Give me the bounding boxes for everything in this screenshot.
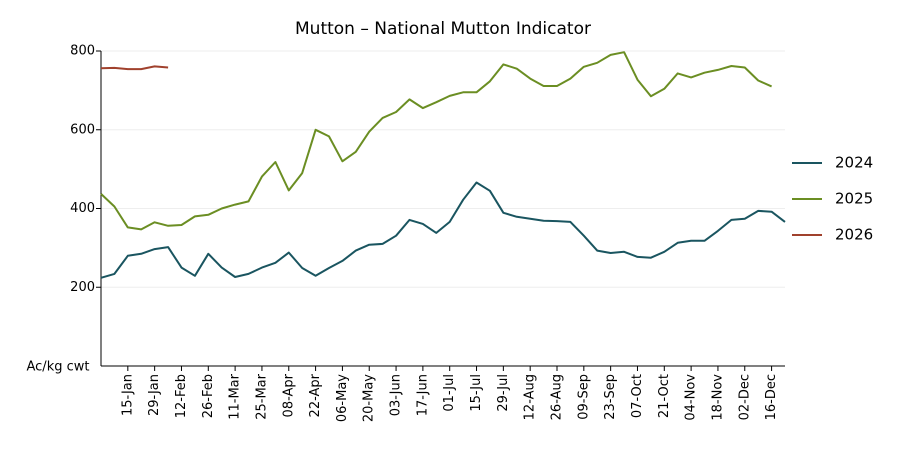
series-line [100, 181, 786, 279]
x-tick-label: 21-Oct [657, 374, 672, 418]
series-line [100, 65, 169, 71]
x-tick-label: 15-Jul [469, 374, 484, 412]
y-tick-label: 400 [70, 201, 95, 216]
legend-text: 2025 [835, 190, 873, 208]
x-tick-label: 06-May [335, 374, 350, 422]
y-tick-label: 200 [70, 280, 95, 295]
x-tick-label: 01-Jul [442, 374, 457, 412]
series-line [100, 51, 773, 231]
x-tick-label: 15-Jan [120, 374, 135, 416]
legend-text: 2024 [835, 154, 873, 172]
x-tick-label: 26-Feb [201, 374, 216, 418]
x-tick-label: 22-Apr [308, 373, 323, 417]
x-tick-label: 23-Sep [603, 374, 618, 420]
x-tick-label: 07-Oct [630, 374, 645, 418]
x-tick-label: 17-Jun [415, 374, 430, 416]
x-tick-label: 04-Nov [684, 374, 699, 421]
y-tick-label: 800 [70, 44, 95, 59]
x-tick-label: 02-Dec [737, 374, 752, 420]
x-tick-label: 08-Apr [281, 373, 296, 417]
x-tick-label: 25-Mar [254, 373, 269, 419]
x-tick-label: 12-Aug [523, 374, 538, 420]
x-tick-label: 29-Jan [147, 374, 162, 416]
x-tick-label: 09-Sep [576, 374, 591, 420]
x-tick-label: 20-May [362, 374, 377, 422]
x-tick-label: 16-Dec [764, 374, 779, 420]
chart-title: Mutton – National Mutton Indicator [295, 19, 591, 39]
x-tick-label: 18-Nov [710, 374, 725, 421]
legend-text: 2026 [835, 226, 873, 244]
x-tick-label: 11-Mar [228, 373, 243, 419]
y-axis-label: Ac/kg cwt [27, 360, 90, 375]
y-tick-label: 600 [70, 122, 95, 137]
x-tick-label: 03-Jun [389, 374, 404, 416]
x-tick-label: 29-Jul [496, 374, 511, 412]
x-tick-label: 12-Feb [174, 374, 189, 418]
x-tick-label: 26-Aug [550, 374, 565, 420]
